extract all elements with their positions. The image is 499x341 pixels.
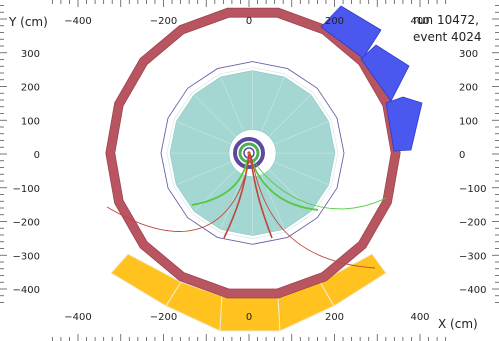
energy-tower-2	[360, 44, 410, 102]
x-tick-label-bottom: 0	[246, 312, 252, 323]
y-tick-label-left: −100	[13, 184, 40, 195]
y-tick-label-left: 200	[21, 83, 40, 94]
y-tick-label-right: 200	[459, 83, 478, 94]
energy-tower-3	[385, 96, 423, 152]
y-axis-title: Y (cm)	[8, 15, 48, 29]
detector-geometry	[105, 5, 423, 332]
x-tick-label-top: 200	[325, 16, 344, 27]
track-red-4	[250, 154, 376, 269]
calorimeter-segments	[170, 70, 335, 236]
x-tick-label-bottom: −200	[150, 312, 177, 323]
event-number: event 4024	[413, 30, 482, 44]
muon-chambers	[110, 253, 387, 332]
y-tick-label-left: 300	[21, 49, 40, 60]
track-red-1	[223, 153, 250, 239]
x-tick-label-top: −400	[64, 16, 91, 27]
calorimeter	[169, 70, 336, 236]
energy-tower-1	[320, 5, 382, 59]
x-tick-label-top: 0	[246, 16, 252, 27]
x-tick-label-bottom: −400	[64, 312, 91, 323]
x-tick-label-bottom: 400	[410, 312, 429, 323]
y-tick-label-left: −200	[13, 218, 40, 229]
energy-towers	[320, 5, 423, 152]
y-tick-label-left: −400	[13, 285, 40, 296]
x-axis-title: X (cm)	[438, 317, 478, 331]
x-tick-label-bottom: 200	[325, 312, 344, 323]
y-tick-label-left: 100	[21, 116, 40, 127]
y-tick-label-left: 0	[34, 150, 40, 161]
track-green-3	[252, 159, 387, 210]
y-tick-label-left: −300	[13, 251, 40, 262]
run-number: run 10472,	[413, 13, 479, 27]
particle-tracks	[106, 152, 387, 269]
y-tick-label-right: 100	[459, 116, 478, 127]
track-red-2	[249, 153, 273, 239]
muon-chamber-right	[319, 253, 387, 307]
y-tick-label-right: −300	[459, 251, 486, 262]
track-red-3	[106, 154, 251, 232]
y-tick-label-right: −100	[459, 184, 486, 195]
y-tick-label-right: 300	[459, 49, 478, 60]
inner-ring-outer	[233, 137, 265, 169]
x-tick-label-top: 400	[410, 16, 429, 27]
track-green-2	[250, 159, 319, 211]
x-tick-label-top: −200	[150, 16, 177, 27]
y-tick-label-right: −200	[459, 218, 486, 229]
solenoid-outline	[160, 61, 345, 245]
y-tick-label-right: 0	[459, 150, 465, 161]
y-tick-label-right: −400	[459, 285, 486, 296]
